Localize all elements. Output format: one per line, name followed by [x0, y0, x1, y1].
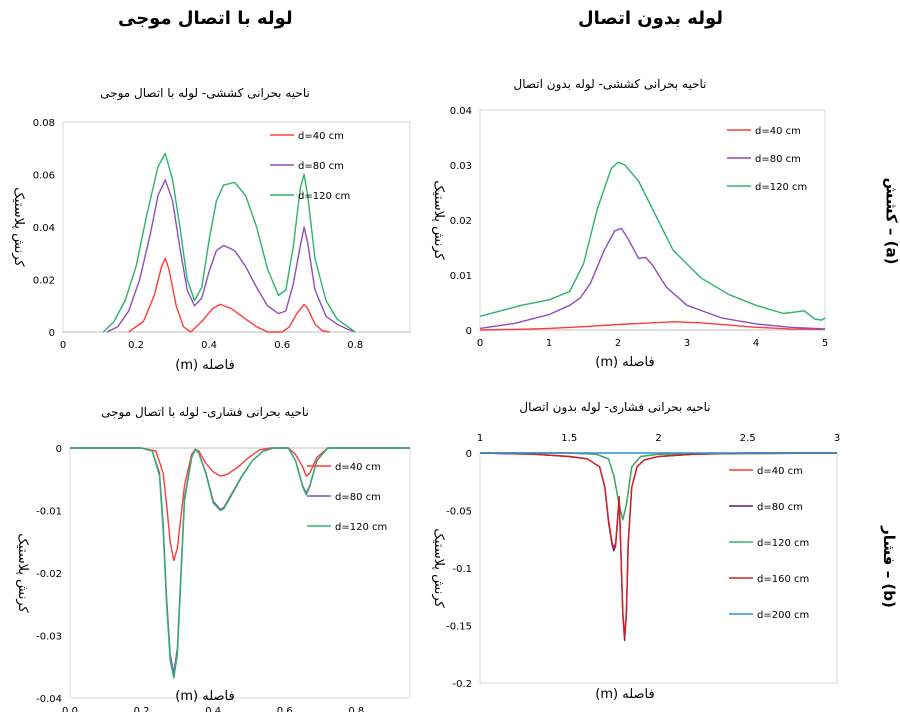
chart-compression-no-joint: ناحیه بحرانی فشاری- لوله بدون اتصال 0 -0.0… [431, 400, 840, 702]
legend-label: d=40 cm [755, 126, 801, 137]
series-line-2 [70, 447, 410, 674]
x-axis-label: فاصله (m) [595, 687, 654, 702]
plot-area [479, 452, 838, 684]
y-tick-label: 0.08 [33, 118, 55, 129]
series-line-1 [479, 321, 826, 331]
y-tick-label: -0.02 [36, 569, 62, 580]
chart-title: ناحیه بحرانی فشاری- لوله بدون اتصال [519, 400, 710, 415]
y-tick-label: 0 [466, 449, 472, 460]
legend-label: d=80 cm [757, 502, 803, 513]
series-line-2 [106, 179, 356, 333]
x-tick-label: 3 [684, 338, 690, 349]
y-axis-label: کرنش پلاستیک [431, 528, 446, 608]
series-line-1 [70, 447, 410, 562]
y-tick-label: -0.03 [36, 632, 62, 643]
x-tick-label: 0.4 [205, 706, 221, 712]
x-tick-label: 0.6 [274, 340, 290, 351]
y-tick-label: 0 [49, 328, 55, 339]
y-tick-label: 0.02 [33, 276, 55, 287]
chart-title: ناحیه بحرانی کششی- لوله بدون اتصال [513, 77, 706, 92]
series-line-3 [480, 452, 838, 521]
y-axis-label: کرنش پلاستیک [15, 533, 30, 613]
x-tick-label: 1 [546, 338, 552, 349]
x-tick-label: 4 [753, 338, 759, 349]
legend-label: d=160 cm [757, 574, 809, 585]
header-right: لوله بدون اتصال [578, 8, 724, 29]
x-tick-label: 5 [822, 338, 828, 349]
x-tick-label: 2 [655, 433, 661, 444]
series-line-1 [128, 257, 330, 333]
chart-tension-corrugated: ناحیه بحرانی کششی- لوله با اتصال موجی 0 0.… [11, 86, 411, 373]
x-tick-label: 1 [477, 433, 483, 444]
y-tick-label: 0.04 [450, 106, 472, 117]
chart-title: ناحیه بحرانی فشاری- لوله با اتصال موجی [101, 405, 309, 420]
legend-label: d=80 cm [335, 492, 381, 503]
legend-label: d=40 cm [298, 131, 344, 142]
series-line-3 [102, 152, 356, 333]
x-tick-label: 1.5 [561, 433, 577, 444]
chart-compression-corrugated: ناحیه بحرانی فشاری- لوله با اتصال موجی 0 -… [15, 405, 411, 712]
legend-label: d=40 cm [335, 462, 381, 473]
y-tick-label: -0.1 [452, 564, 472, 575]
y-tick-label: -0.01 [36, 507, 62, 518]
series-line-3 [70, 447, 410, 679]
y-tick-label: 0.03 [450, 161, 472, 172]
x-tick-label: 0.8 [348, 706, 364, 712]
row-label-tension: (a) – کشش [882, 177, 900, 265]
legend-label: d=200 cm [757, 610, 809, 621]
legend-label: d=120 cm [755, 182, 807, 193]
x-tick-label: 2 [615, 338, 621, 349]
plot-area [69, 447, 411, 699]
x-tick-label: 0.6 [277, 706, 293, 712]
x-tick-label: 0 [477, 338, 483, 349]
header-left: لوله با اتصال موجی [118, 8, 293, 29]
x-tick-label: 0.2 [128, 340, 144, 351]
x-tick-label: 0.8 [347, 340, 363, 351]
y-tick-label: 0.04 [33, 223, 55, 234]
y-axis-label: کرنش پلاستیک [431, 180, 446, 260]
series-line-4 [479, 452, 837, 638]
y-tick-label: 0 [56, 444, 62, 455]
plot-area [62, 121, 411, 333]
x-axis-label: فاصله (m) [175, 358, 234, 373]
x-tick-label: 2.5 [740, 433, 756, 444]
x-axis-label: فاصله (m) [175, 689, 234, 704]
x-tick-label: 0.4 [201, 340, 217, 351]
x-tick-label: 0 [60, 340, 66, 351]
y-tick-label: 0.01 [450, 271, 472, 282]
legend-label: d=120 cm [298, 191, 350, 202]
y-tick-label: 0.06 [33, 171, 55, 182]
series-line-2 [479, 227, 826, 330]
y-tick-label: 0 [466, 326, 472, 337]
y-tick-label: -0.04 [36, 694, 62, 705]
plot-area [479, 109, 826, 331]
x-tick-label: 3 [834, 433, 840, 444]
y-axis-label: کرنش پلاستیک [11, 187, 26, 267]
series-line-3 [479, 161, 826, 321]
legend-label: d=80 cm [298, 161, 344, 172]
y-tick-label: 0.02 [450, 216, 472, 227]
x-axis-label: فاصله (m) [595, 355, 654, 370]
chart-title: ناحیه بحرانی کششی- لوله با اتصال موجی [100, 86, 310, 101]
chart-tension-no-joint: ناحیه بحرانی کششی- لوله بدون اتصال 0 0.01 0… [431, 77, 828, 370]
legend-label: d=120 cm [757, 538, 809, 549]
legend-label: d=40 cm [757, 466, 803, 477]
legend-label: d=120 cm [335, 522, 387, 533]
y-tick-label: -0.15 [446, 622, 472, 633]
legend-label: d=80 cm [755, 154, 801, 165]
y-tick-label: -0.2 [452, 679, 472, 690]
x-tick-label: 0.2 [134, 706, 150, 712]
x-tick-label: 0.0 [62, 706, 78, 712]
row-label-compression: (b) – فشار [879, 526, 898, 608]
y-tick-label: -0.05 [446, 507, 472, 518]
